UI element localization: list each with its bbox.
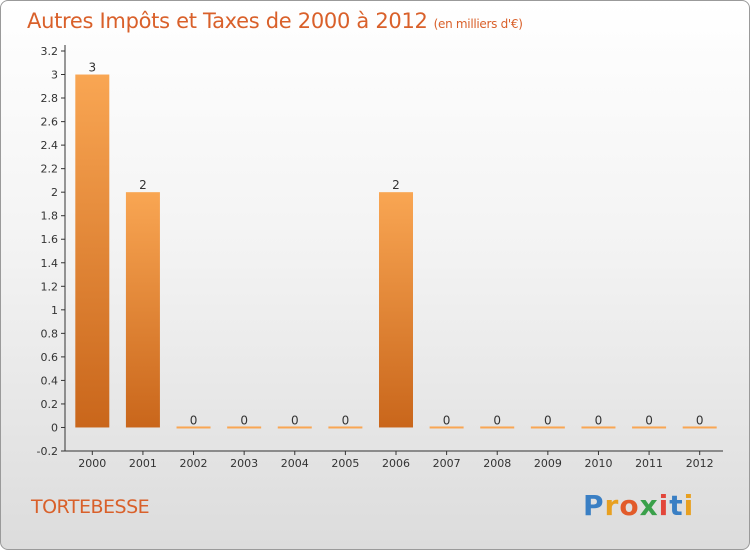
bar[interactable] <box>227 426 262 429</box>
x-tick-label: 2000 <box>78 457 106 470</box>
logo-letter: t <box>669 489 684 522</box>
bar-value-label: 0 <box>595 413 603 427</box>
x-tick-label: 2005 <box>331 457 359 470</box>
commune-name: TORTEBESSE <box>31 496 150 518</box>
logo-letter: x <box>639 489 659 522</box>
bar-value-label: 3 <box>88 61 96 75</box>
bar[interactable] <box>125 192 160 428</box>
x-tick-label: 2001 <box>129 457 157 470</box>
y-tick-label: 0.2 <box>41 398 59 411</box>
x-tick-label: 2007 <box>433 457 461 470</box>
bar-value-label: 2 <box>139 178 147 192</box>
bar[interactable] <box>75 74 110 428</box>
bar[interactable] <box>480 426 515 429</box>
proxiti-logo[interactable]: Proxiti <box>583 489 694 522</box>
y-tick-label: 2.2 <box>41 163 59 176</box>
chart-title: Autres Impôts et Taxes de 2000 à 2012 (en… <box>27 9 523 33</box>
y-tick-label: 1.6 <box>41 233 59 246</box>
y-tick-label: 1.2 <box>41 280 59 293</box>
x-tick-label: 2011 <box>635 457 663 470</box>
bar[interactable] <box>429 426 464 429</box>
chart-subtitle: (en milliers d'€) <box>433 17 523 31</box>
y-tick-label: 0.6 <box>41 351 59 364</box>
bar-value-label: 0 <box>645 413 653 427</box>
y-tick-label: 1.4 <box>41 257 59 270</box>
bar[interactable] <box>277 426 312 429</box>
x-tick-label: 2006 <box>382 457 410 470</box>
y-tick-label: -0.2 <box>37 445 58 458</box>
bar[interactable] <box>581 426 616 429</box>
x-tick-label: 2009 <box>534 457 562 470</box>
y-tick-label: 2.6 <box>41 116 59 129</box>
logo-letter: P <box>583 489 605 522</box>
bar[interactable] <box>632 426 667 429</box>
bar-value-label: 0 <box>291 413 299 427</box>
x-tick-label: 2008 <box>483 457 511 470</box>
bar-value-label: 0 <box>443 413 451 427</box>
logo-letter: r <box>604 489 620 522</box>
y-tick-label: 0.4 <box>41 374 59 387</box>
x-tick-label: 2002 <box>180 457 208 470</box>
x-tick-label: 2004 <box>281 457 309 470</box>
y-tick-label: 2.4 <box>41 139 59 152</box>
logo-letter: o <box>619 489 640 522</box>
x-tick-label: 2003 <box>230 457 258 470</box>
y-tick-label: 2 <box>51 186 58 199</box>
x-tick-label: 2012 <box>686 457 714 470</box>
bar[interactable] <box>530 426 565 429</box>
y-tick-label: 1.8 <box>41 210 59 223</box>
bar-value-label: 0 <box>190 413 198 427</box>
y-tick-label: 3.2 <box>41 45 59 58</box>
y-tick-label: 2.8 <box>41 92 59 105</box>
x-tick-label: 2010 <box>584 457 612 470</box>
bar-value-label: 2 <box>392 178 400 192</box>
bar[interactable] <box>328 426 363 429</box>
bar[interactable] <box>176 426 211 429</box>
y-tick-label: 1 <box>51 304 58 317</box>
bar[interactable] <box>379 192 413 428</box>
bar[interactable] <box>682 426 717 429</box>
bar-value-label: 0 <box>696 413 704 427</box>
bar-value-label: 0 <box>240 413 248 427</box>
bar-value-label: 0 <box>544 413 552 427</box>
y-tick-label: 3 <box>51 69 58 82</box>
y-tick-label: 0 <box>51 421 58 434</box>
y-tick-label: 0.8 <box>41 327 59 340</box>
logo-letter: i <box>658 489 670 522</box>
logo-letter: i <box>683 489 695 522</box>
bar-value-label: 0 <box>342 413 350 427</box>
bar-value-label: 0 <box>493 413 501 427</box>
